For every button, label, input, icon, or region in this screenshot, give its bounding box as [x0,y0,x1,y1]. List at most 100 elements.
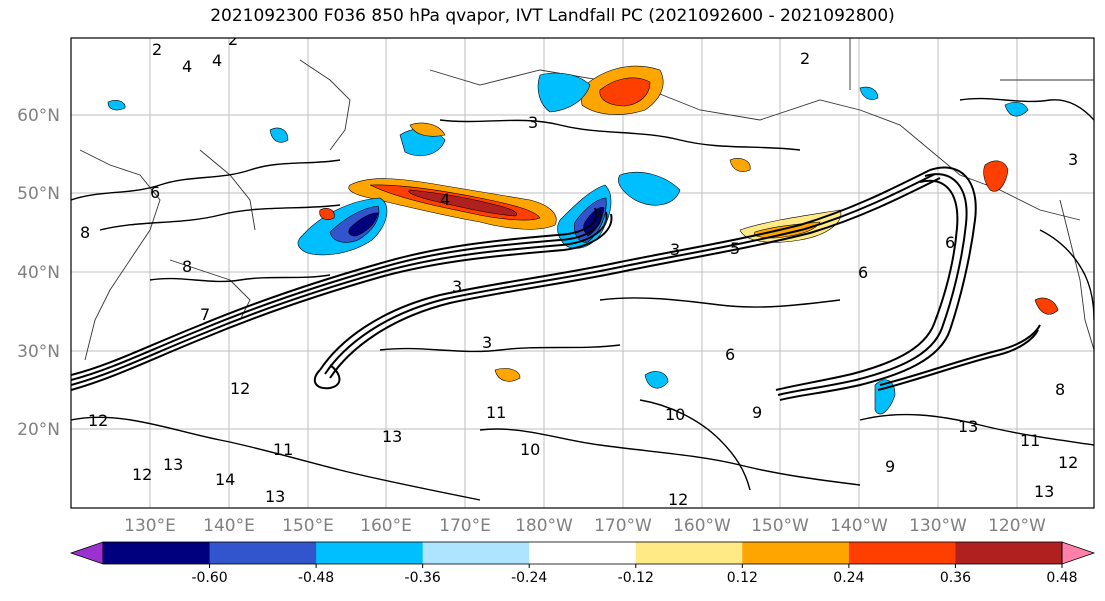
ivt-contour-3 [71,213,613,391]
colorbar-segment [529,542,637,564]
lon-label: 150°W [751,516,809,536]
contour-label: 14 [215,470,235,489]
colorbar-segment [742,542,850,564]
thin-contour-3 [859,413,1094,446]
negative-anomaly-gulf [618,172,681,206]
colorbar-segment [955,542,1063,564]
lon-label: 160°E [360,516,412,536]
lon-label: 160°W [673,516,731,536]
negative-anomaly-small-4 [107,100,126,111]
negative-anomaly-bering [537,72,591,113]
thin-contour-2 [479,428,861,486]
lat-label: 30°N [17,342,60,362]
colorbar-tick-label: 0.24 [833,570,864,586]
contour-label: 3 [528,113,538,132]
contour-label: 13 [1034,482,1054,501]
positive-anomaly-bering-inner [599,77,651,107]
coast-alaska [649,89,1081,221]
colorbar-tick-label: 0.36 [940,570,971,586]
colorbar-tick-label: -0.12 [618,570,654,586]
ivt-contour-9 [779,166,977,401]
ivt-contour-10 [777,173,968,396]
contour-label: 7 [200,305,210,324]
coast-sakhalin [199,149,256,231]
boundary-lines [849,38,1094,90]
negative-anomaly-small-5 [859,86,879,100]
contour-label: 8 [1055,380,1065,399]
lon-label: 120°W [988,516,1046,536]
colorbar-segment [422,542,530,564]
contour-label: 12 [1058,453,1078,472]
positive-anomaly-small-4 [319,208,335,220]
thin-contour-8 [379,344,621,353]
ivt-contour-13 [877,329,1039,391]
colorbar-tick-label: 0.12 [727,570,758,586]
positive-anomaly-inner [408,189,518,217]
colorbar-tick-label: -0.60 [191,570,227,586]
positive-anomaly-npac-inner [754,221,821,239]
latitude-labels: 60°N 50°N 40°N 30°N 20°N [17,106,60,440]
colorbar-tick-label: -0.36 [405,570,441,586]
contour-label: 12 [230,379,250,398]
lat-label: 50°N [17,184,60,204]
contour-label: 3 [452,277,462,296]
thin-contour-4 [71,159,341,201]
contour-label: 12 [668,490,688,509]
contour-label: 5 [730,239,740,258]
lon-label: 170°W [594,516,652,536]
contour-label: 10 [520,440,540,459]
colorbar-segment [209,542,317,564]
thin-contour-1 [71,416,481,501]
ivt-contour-6 [324,173,936,375]
contour-label: 11 [1020,431,1040,450]
lon-label: 130°W [909,516,967,536]
ivt-contour-1 [71,209,602,381]
negative-anomaly-small-2 [644,371,669,389]
map-title: 2021092300 F036 850 hPa qvapor, IVT Land… [210,6,895,26]
thin-contour-5 [99,204,341,231]
contour-label: 2 [152,40,162,59]
contour-label: 4 [212,51,222,70]
contour-label: 12 [132,465,152,484]
colorbar-segment [316,542,424,564]
contour-label: 3 [670,240,680,259]
contour-label: 2 [228,30,238,49]
contour-label: 13 [163,455,183,474]
thin-contour-6 [439,119,801,151]
contour-label: 2 [800,49,810,68]
coast-west-america [1059,199,1094,351]
contour-label: 4 [182,57,192,76]
contour-label: 3 [482,333,492,352]
negative-anomaly-small-3 [269,127,289,143]
positive-anomaly-california [1034,297,1059,315]
ivt-contour-8 [313,364,341,390]
colorbar-frame [102,541,1063,565]
contour-label: 6 [725,345,735,364]
positive-anomaly-small-1 [409,122,446,137]
thin-contour-12 [639,399,751,491]
ivt-contours [71,166,1041,401]
longitude-labels: 130°E 140°E 150°E 160°E 170°E 180°W 170°… [124,516,1046,536]
map-background [71,38,1094,508]
contour-label: 10 [665,405,685,424]
positive-anomaly-coast [983,160,1009,192]
lon-label: 150°E [282,516,334,536]
contour-label: 9 [752,403,762,422]
contour-label: 3 [1068,150,1078,169]
contour-labels: 2 4 4 2 3 3 2 3 8 8 6 4 7 3 3 5 6 11 12 … [80,30,1078,509]
contour-label: 6 [150,183,160,202]
contour-label: 11 [486,403,506,422]
contour-label: 8 [182,257,192,276]
contour-label: 6 [858,263,868,282]
qvapor-shading [107,65,1059,415]
contour-label: 8 [80,223,90,242]
contour-label: 13 [382,427,402,446]
contour-label: 11 [273,440,293,459]
map-frame [70,37,1095,509]
lon-label: 140°W [830,516,888,536]
lon-label: 180°W [515,516,573,536]
coast-kamchatka [299,59,351,151]
lat-label: 40°N [17,263,60,283]
lon-label: 140°E [203,516,255,536]
contour-label: 9 [885,457,895,476]
